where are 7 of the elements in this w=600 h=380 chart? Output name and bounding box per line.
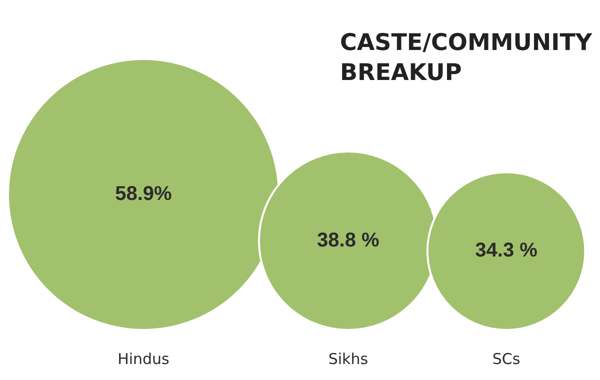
category-label: SCs bbox=[492, 350, 520, 368]
data-label: 34.3 % bbox=[475, 240, 538, 262]
category-label: Hindus bbox=[118, 350, 170, 368]
category-label: Sikhs bbox=[328, 350, 368, 368]
data-label: 38.8 % bbox=[317, 229, 380, 252]
data-label: 58.9% bbox=[115, 183, 172, 206]
text: CASTE/COMMUNITY BREAKUP bbox=[340, 29, 592, 88]
